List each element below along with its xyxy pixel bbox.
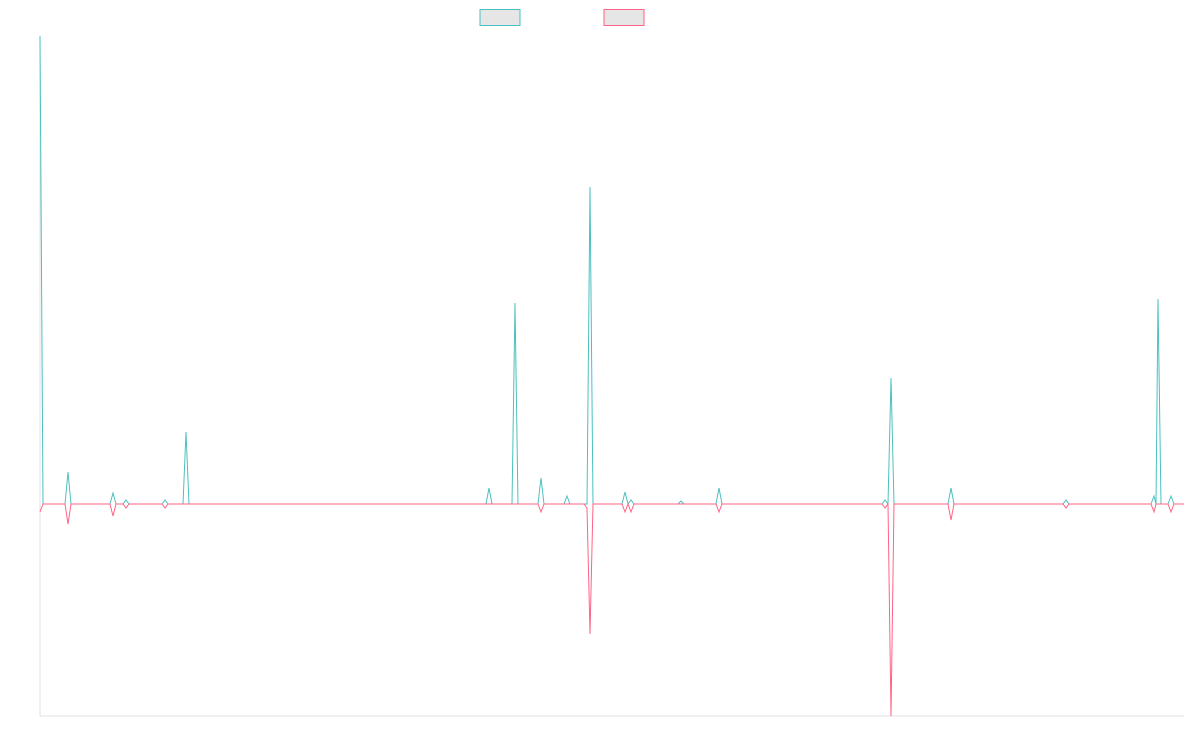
legend-swatch (603, 9, 645, 26)
series-line (39, 502, 1184, 717)
legend-swatch (479, 9, 521, 26)
series-line (39, 35, 1184, 506)
